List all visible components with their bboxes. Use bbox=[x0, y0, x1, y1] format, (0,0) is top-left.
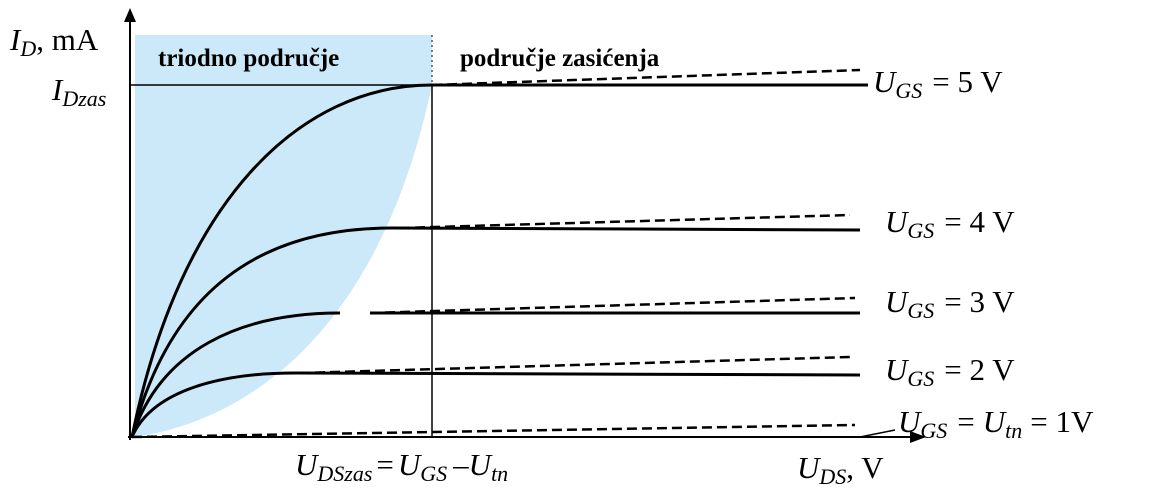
boundary-label: UDSzas = UGS –Utn bbox=[295, 447, 508, 486]
curve-label: UGS = Utn = 1V bbox=[898, 404, 1094, 443]
saturation-label: područje zasićenja bbox=[460, 45, 660, 72]
curve-dashed bbox=[369, 296, 856, 315]
curve-dashed bbox=[431, 68, 861, 87]
y-axis-label: ID, mA bbox=[9, 22, 99, 61]
saturation-current-label: IDzas bbox=[51, 72, 106, 111]
triode-label: triodno područje bbox=[158, 45, 339, 72]
leader bbox=[859, 429, 896, 438]
curve-label: UGS = 4 V bbox=[885, 204, 1015, 243]
y-arrow bbox=[124, 8, 136, 22]
curve bbox=[130, 226, 861, 438]
curve-label: UGS = 3 V bbox=[885, 284, 1015, 323]
x-arrow bbox=[910, 431, 926, 443]
curve-dashed bbox=[131, 423, 856, 439]
triode-region bbox=[135, 35, 432, 437]
curve bbox=[130, 311, 860, 438]
curve-label: UGS = 5 V bbox=[873, 64, 1003, 103]
curve-dashed bbox=[399, 213, 851, 230]
curve-label: UGS = 2 V bbox=[885, 352, 1015, 391]
curve bbox=[130, 371, 861, 438]
x-axis-label: UDS, V bbox=[797, 450, 884, 489]
curve-dashed bbox=[299, 355, 851, 375]
curve bbox=[130, 83, 868, 438]
